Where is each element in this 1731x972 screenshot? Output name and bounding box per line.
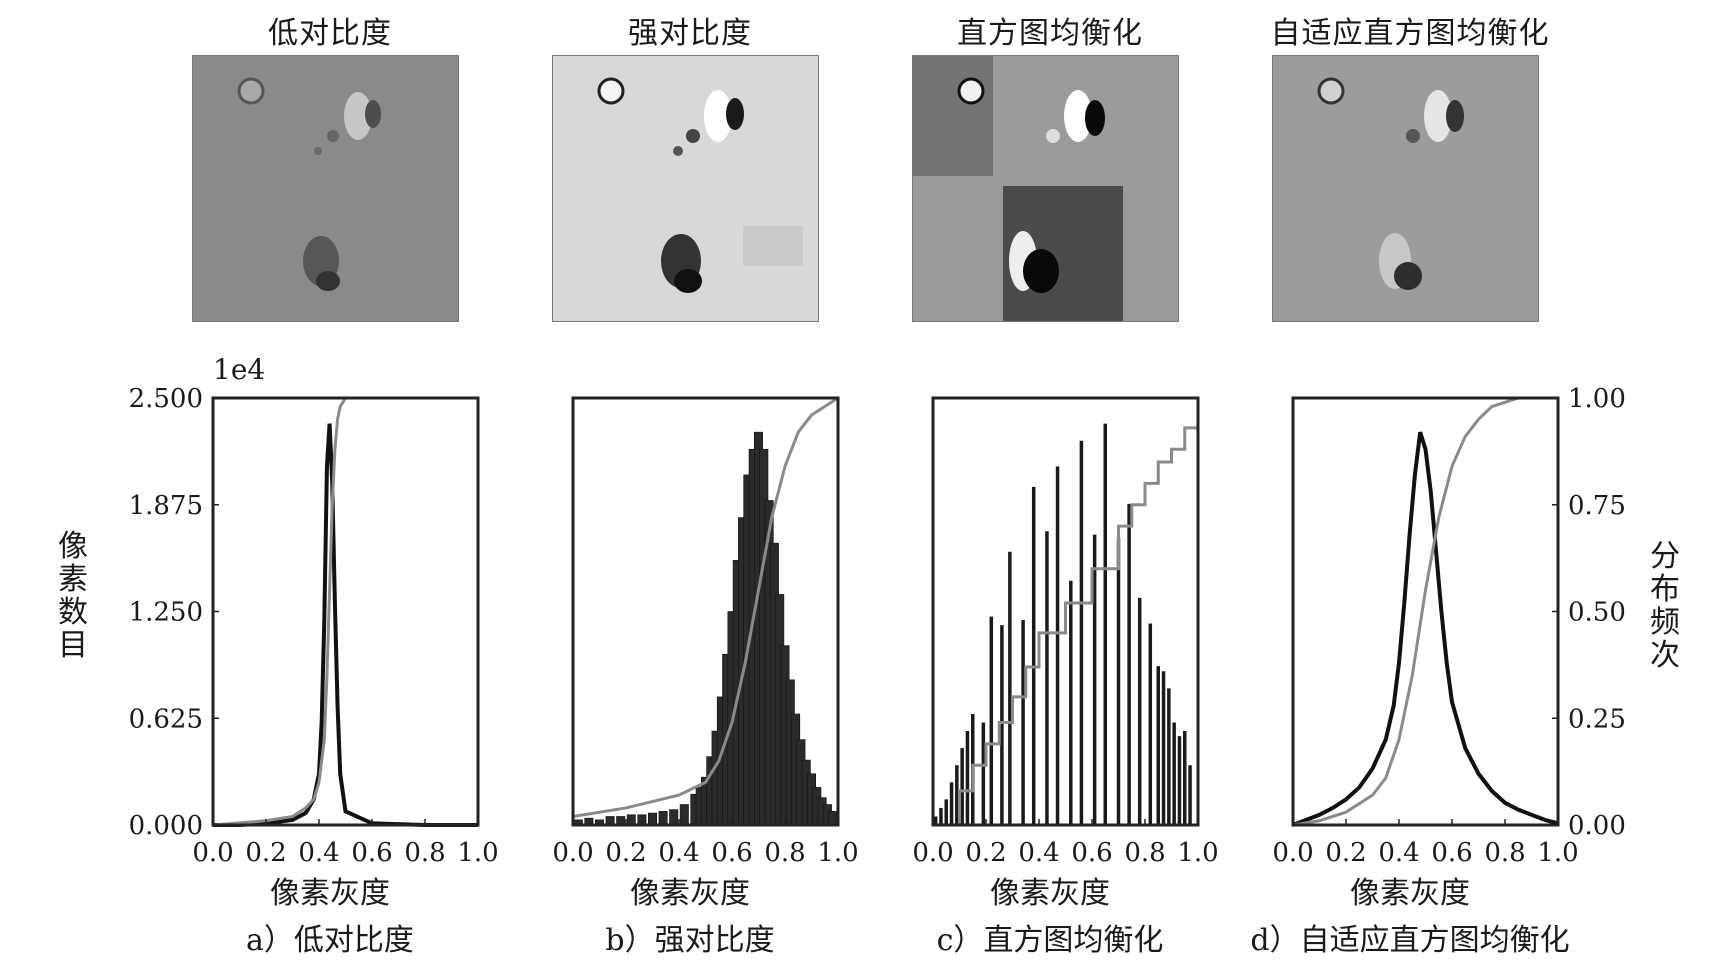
y-tick-label: 1.875 — [129, 491, 203, 521]
x-tick-label: 0.0 — [912, 838, 953, 868]
x-tick-label: 0.2 — [245, 838, 286, 868]
panel-title: 自适应直方图均衡化 — [1270, 16, 1550, 51]
x-tick-label: 0.0 — [552, 838, 593, 868]
x-axis-label: 像素灰度 — [270, 876, 390, 911]
histogram-bar — [637, 814, 647, 826]
x-tick-label: 0.8 — [1484, 838, 1525, 868]
y-tick-label: 0.000 — [129, 811, 203, 841]
y-tick-label: 1.250 — [129, 598, 203, 628]
y-right-tick-label: 0.50 — [1568, 598, 1626, 628]
histogram-bar — [626, 814, 636, 826]
x-tick-label: 0.6 — [351, 838, 392, 868]
x-tick-label: 0.4 — [1378, 838, 1419, 868]
thumbnail-image-adaptive-equalization — [1272, 55, 1539, 322]
y-right-tick-label: 0.00 — [1568, 811, 1626, 841]
x-tick-label: 0.6 — [711, 838, 752, 868]
y-right-tick-label: 1.00 — [1568, 384, 1626, 414]
histogram-bar — [648, 812, 658, 826]
panel-adaptive-histogram-equalization: 自适应直方图均衡化 0.0 0.2 0.4 0.6 0.8 1.0 1.00 0.75 0.50… — [1230, 0, 1626, 972]
plot-area: 0.0 0.2 0.4 0.6 0.8 1.0 — [552, 396, 859, 868]
x-tick-label: 0.6 — [1431, 838, 1472, 868]
plot-frame — [931, 396, 1200, 827]
panel-title: 直方图均衡化 — [957, 16, 1143, 51]
x-tick-label: 0.0 — [192, 838, 233, 868]
x-tick-label: 0.4 — [298, 838, 339, 868]
x-tick-label: 0.2 — [605, 838, 646, 868]
y-tick-label: 0.625 — [129, 704, 203, 734]
x-tick-label: 0.0 — [1272, 838, 1313, 868]
thumbnail-image-histogram-equalization — [912, 55, 1179, 322]
plot-frame — [211, 396, 480, 827]
histogram-bar — [679, 804, 689, 826]
x-tick-label: 0.4 — [1018, 838, 1059, 868]
histogram-line — [1292, 431, 1559, 827]
x-tick-label: 0.2 — [1325, 838, 1366, 868]
histogram-line — [213, 423, 478, 827]
x-tick-label: 0.6 — [1071, 838, 1112, 868]
x-tick-label: 1.0 — [1177, 838, 1218, 868]
right-y-axis-label: 分 布 频 次 — [1650, 539, 1680, 673]
cdf-line — [212, 396, 478, 827]
plot-area: 0.0 0.2 0.4 0.6 0.8 1.0 1.00 0.75 0.50 0.25 0.00 — [1272, 384, 1626, 868]
y-right-tick-label: 0.75 — [1568, 491, 1626, 521]
panel-caption: d）自适应直方图均衡化 — [1250, 923, 1570, 958]
histogram-bar — [828, 811, 838, 826]
y-right-tick-label: 0.25 — [1568, 704, 1626, 734]
cdf-line — [933, 398, 1200, 827]
y-axis-multiplier: 1e4 — [213, 353, 266, 386]
panel-title: 低对比度 — [268, 16, 392, 51]
x-axis-label: 像素灰度 — [990, 876, 1110, 911]
x-tick-label: 1.0 — [457, 838, 498, 868]
histogram-bar — [669, 809, 679, 826]
plot-area: 0.0 0.2 0.4 0.6 0.8 1.0 2.500 1.875 1.250 0.625 0.… — [129, 384, 499, 868]
panel-caption: c）直方图均衡化 — [936, 923, 1164, 958]
cdf-line — [572, 396, 839, 818]
thumbnail-image-high-contrast — [552, 55, 819, 322]
left-y-axis-label: 像 素 数 目 — [58, 529, 88, 663]
plot-frame — [571, 396, 840, 827]
panel-title: 强对比度 — [628, 16, 752, 51]
x-tick-label: 1.0 — [1537, 838, 1578, 868]
panel-high-contrast: 强对比度 0.0 0.2 0.4 0.6 0.8 1.0 像素灰度 b）强对比度 — [510, 0, 870, 972]
y-tick-label: 2.500 — [129, 384, 203, 414]
x-tick-label: 0.4 — [658, 838, 699, 868]
x-tick-label: 1.0 — [817, 838, 858, 868]
thumbnail-image-low-contrast — [192, 55, 459, 322]
panel-low-contrast: 低对比度 0.0 0.2 0.4 0.6 0.8 1.0 2.500 1.875 1.250 0.… — [129, 0, 510, 972]
x-axis-label: 像素灰度 — [1350, 876, 1470, 911]
cdf-line — [1292, 396, 1558, 827]
panel-histogram-equalization: 直方图均衡化 0.0 0.2 0.4 0.6 0.8 1.0 像素灰度 c）直方图均衡化 — [870, 0, 1230, 972]
x-tick-label: 0.8 — [764, 838, 805, 868]
x-tick-label: 0.2 — [965, 838, 1006, 868]
histogram-bar — [658, 811, 668, 826]
panel-caption: a）低对比度 — [246, 923, 414, 958]
panel-caption: b）强对比度 — [605, 923, 775, 958]
x-axis-label: 像素灰度 — [630, 876, 750, 911]
x-tick-label: 0.8 — [1124, 838, 1165, 868]
x-tick-label: 0.8 — [404, 838, 445, 868]
plot-area: 0.0 0.2 0.4 0.6 0.8 1.0 — [912, 396, 1219, 868]
